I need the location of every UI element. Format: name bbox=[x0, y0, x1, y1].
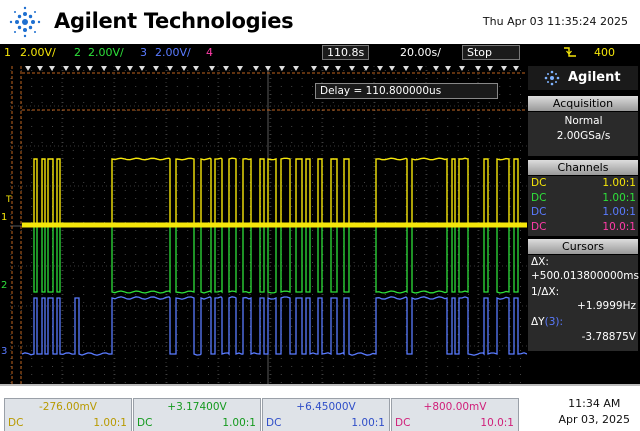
ch2-coupling: DC bbox=[137, 417, 153, 429]
ch2-offset-box[interactable]: +3.17400V DC 1.00:1 bbox=[133, 398, 261, 431]
ch3-offset-value: +6.45000V bbox=[296, 401, 356, 413]
ch2-scale[interactable]: 2.00V/ bbox=[88, 46, 124, 59]
ch1-scale[interactable]: 2.00V/ bbox=[20, 46, 56, 59]
ch3-ground-marker[interactable]: 3 bbox=[1, 346, 8, 357]
time-scale[interactable]: 20.00s/ bbox=[400, 46, 441, 59]
cursor-dy-value: -3.78875V bbox=[581, 331, 636, 343]
channel-row-4-coupling: DC bbox=[531, 220, 547, 233]
ch4-probe-ratio: 10.0:1 bbox=[480, 417, 514, 429]
channel-row-4-ratio: 10.0:1 bbox=[602, 220, 636, 233]
cursor-inv-dx-label: 1/ΔX: bbox=[531, 286, 560, 298]
ch3-coupling: DC bbox=[266, 417, 282, 429]
side-panel: Agilent Acquisition Normal 2.00GSa/s Cha… bbox=[527, 62, 640, 384]
acq-rate: 2.00GSa/s bbox=[556, 130, 611, 142]
ch1-offset-value: -276.00mV bbox=[39, 401, 97, 413]
trigger-level[interactable]: 400 bbox=[594, 46, 615, 59]
channels-header[interactable]: Channels bbox=[528, 160, 638, 175]
clock-date: Apr 03, 2025 bbox=[558, 413, 630, 426]
ch2-number[interactable]: 2 bbox=[74, 46, 81, 59]
falling-edge-trigger-icon bbox=[563, 46, 577, 61]
waveform-graticule bbox=[10, 66, 527, 384]
ch4-offset-value: +800.00mV bbox=[423, 401, 487, 413]
run-state[interactable]: Stop bbox=[462, 45, 520, 60]
ch3-probe-ratio: 1.00:1 bbox=[351, 417, 385, 429]
channel-row-2-ratio: 1.00:1 bbox=[602, 191, 636, 204]
ch4-coupling: DC bbox=[395, 417, 411, 429]
cursors-body: ΔX: +500.013800000ms 1/ΔX: +1.9999Hz ΔY(… bbox=[528, 255, 639, 351]
side-brand: Agilent bbox=[528, 66, 638, 90]
cursor-dy-label-text: ΔY bbox=[531, 316, 545, 328]
ch2-probe-ratio: 1.00:1 bbox=[222, 417, 256, 429]
bottom-channel-bar: -276.00mV DC 1.00:1 +3.17400V DC 1.00:1 … bbox=[0, 384, 640, 431]
ch2-offset-value: +3.17400V bbox=[167, 401, 227, 413]
ch1-number[interactable]: 1 bbox=[4, 46, 11, 59]
cursor-inv-dx-value: +1.9999Hz bbox=[577, 300, 636, 312]
time-position[interactable]: 110.8s bbox=[322, 45, 370, 60]
ch1-ground-marker[interactable]: 1 bbox=[1, 212, 8, 223]
side-brand-text: Agilent bbox=[568, 70, 621, 85]
trigger-marker[interactable]: T bbox=[6, 195, 12, 205]
ch3-offset-box[interactable]: +6.45000V DC 1.00:1 bbox=[262, 398, 390, 431]
channel-row-3-coupling: DC bbox=[531, 206, 547, 218]
title-banner: Agilent Technologies Thu Apr 03 11:35:24… bbox=[0, 0, 640, 44]
ch3-number[interactable]: 3 bbox=[140, 46, 147, 59]
cursors-header[interactable]: Cursors bbox=[528, 239, 638, 254]
header-datetime: Thu Apr 03 11:35:24 2025 bbox=[482, 15, 628, 28]
acquisition-body: Normal 2.00GSa/s bbox=[528, 112, 638, 156]
channel-row-1-coupling: DC bbox=[531, 177, 547, 189]
acquisition-header[interactable]: Acquisition bbox=[528, 96, 638, 111]
clock-time: 11:34 AM bbox=[568, 397, 621, 410]
channels-body: DC 1.00:1 DC 1.00:1 DC 1.00:1 DC 10.0:1 bbox=[528, 176, 638, 236]
agilent-spark-logo-icon bbox=[9, 6, 41, 38]
cursor-dx-value: +500.013800000ms bbox=[531, 270, 639, 282]
brand-name: Agilent Technologies bbox=[54, 9, 294, 33]
channel-status-bar: 1 2.00V/ 2 2.00V/ 3 2.00V/ 4 110.8s 20.0… bbox=[0, 44, 640, 62]
cursor-dy-label: ΔY(3): bbox=[531, 316, 636, 328]
ch4-number[interactable]: 4 bbox=[206, 46, 213, 59]
ch3-scale[interactable]: 2.00V/ bbox=[155, 46, 191, 59]
channel-row-3-ratio: 1.00:1 bbox=[602, 206, 636, 218]
ch1-offset-box[interactable]: -276.00mV DC 1.00:1 bbox=[4, 398, 132, 431]
waveform-display[interactable]: 1 T 2 3 Delay = 110.800000us bbox=[0, 62, 527, 384]
channel-row-2-coupling: DC bbox=[531, 191, 547, 204]
delay-readout: Delay = 110.800000us bbox=[315, 83, 498, 99]
ch1-coupling: DC bbox=[8, 417, 24, 429]
clock: 11:34 AM Apr 03, 2025 bbox=[558, 396, 630, 428]
cursor-dy-source: (3): bbox=[544, 316, 564, 328]
ch2-ground-marker[interactable]: 2 bbox=[1, 280, 8, 291]
ch4-offset-box[interactable]: +800.00mV DC 10.0:1 bbox=[391, 398, 519, 431]
agilent-spark-small-icon bbox=[544, 70, 560, 86]
cursor-dx-label: ΔX: bbox=[531, 256, 549, 268]
channel-row-1-ratio: 1.00:1 bbox=[602, 177, 636, 189]
ch1-probe-ratio: 1.00:1 bbox=[93, 417, 127, 429]
acq-mode: Normal bbox=[564, 115, 603, 127]
